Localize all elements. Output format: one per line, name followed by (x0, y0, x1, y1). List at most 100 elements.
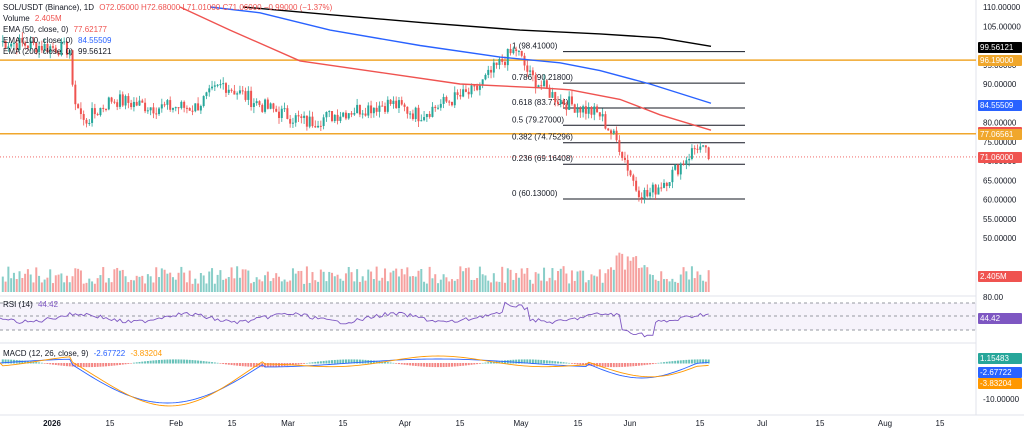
macd-histogram-bar (526, 359, 529, 364)
candle-body (183, 101, 186, 108)
candle-body (46, 43, 49, 53)
volume-bar (85, 282, 88, 292)
candle-body (305, 115, 308, 127)
volume-bar (674, 281, 677, 292)
price-axis-label: 80.00000 (983, 119, 1017, 128)
candle-body (110, 97, 113, 102)
macd-histogram-bar (314, 361, 317, 364)
volume-bar (52, 283, 55, 292)
candle-body (130, 102, 133, 108)
rsi-legend[interactable]: RSI (14) 44.42 (3, 300, 58, 310)
macd-histogram-bar (166, 359, 169, 364)
volume-bar (576, 271, 579, 292)
candle-body (294, 115, 297, 123)
macd-histogram-bar (420, 363, 423, 367)
volume-bar (141, 275, 144, 292)
volume-bar (406, 267, 409, 292)
macd-histogram-bar (35, 362, 38, 364)
macd-histogram-bar (238, 363, 241, 366)
candle-body (512, 49, 515, 54)
volume-bar (342, 280, 345, 292)
volume-bar (367, 269, 370, 292)
macd-histogram-bar (342, 359, 345, 364)
macd-histogram-bar (671, 361, 674, 364)
macd-histogram-bar (406, 363, 409, 366)
candle-body (607, 128, 610, 131)
volume-bar (397, 276, 400, 292)
symbol-title[interactable]: SOL/USDT (Binance), 1D (3, 3, 94, 12)
candle-body (623, 157, 626, 160)
volume-bar (155, 267, 158, 292)
candle-body (665, 182, 668, 187)
ema100-legend[interactable]: EMA (100, close, 0) 84.55509 (3, 36, 111, 46)
macd-histogram-bar (102, 363, 105, 367)
macd-histogram-bar (459, 363, 462, 367)
candle-body (381, 105, 384, 107)
candle-body (612, 130, 615, 134)
macd-histogram-bar (163, 359, 166, 364)
volume-bar (238, 277, 241, 292)
volume-bar (12, 272, 15, 292)
symbol-legend: SOL/USDT (Binance), 1D O72.05000 H72.680… (3, 3, 332, 13)
candle-body (116, 102, 119, 107)
volume-bar (350, 272, 353, 292)
price-axis-label: 90.00000 (983, 80, 1017, 89)
candle-body (509, 48, 512, 54)
volume-bar (183, 272, 186, 292)
macd-histogram-bar (450, 363, 453, 367)
ema50-legend[interactable]: EMA (50, close, 0) 77.62177 (3, 25, 107, 35)
volume-bar (49, 269, 52, 292)
candle-body (428, 113, 431, 117)
macd-histogram-bar (174, 359, 177, 364)
candle-body (308, 116, 311, 127)
candle-body (15, 43, 18, 50)
macd-histogram-bar (93, 363, 96, 367)
volume-bar (372, 279, 375, 292)
volume-bar (29, 274, 32, 292)
volume-bar (386, 281, 389, 292)
volume-bar (509, 269, 512, 292)
macd-histogram-bar (107, 363, 110, 367)
volume-legend[interactable]: Volume 2.405M (3, 14, 62, 24)
volume-bar (448, 281, 451, 292)
candle-body (333, 114, 336, 122)
macd-legend[interactable]: MACD (12, 26, close, 9) -2.67722 -3.8320… (3, 349, 162, 359)
macd-signal-tag: -3.83204 (978, 378, 1022, 389)
volume-bar (623, 269, 626, 292)
volume-bar (127, 282, 130, 292)
candle-body (29, 40, 32, 49)
macd-histogram-bar (213, 362, 216, 364)
volume-bar (347, 266, 350, 292)
macd-axis-bottom: -10.00000 (983, 395, 1020, 404)
macd-histogram-bar (559, 361, 562, 364)
macd-histogram-bar (266, 363, 269, 368)
candle-body (696, 148, 699, 150)
candle-body (49, 46, 52, 53)
macd-histogram-bar (517, 359, 520, 364)
macd-histogram-bar (303, 363, 306, 364)
candle-body (230, 89, 233, 91)
candle-body (93, 108, 96, 115)
volume-bar (693, 278, 696, 292)
candle-body (450, 101, 453, 106)
volume-bar (420, 269, 423, 292)
volume-bar (124, 276, 127, 292)
candle-body (495, 62, 498, 65)
macd-histogram-bar (498, 360, 501, 364)
candle-body (26, 45, 29, 49)
candle-body (548, 87, 551, 98)
time-axis-label: Jun (623, 419, 637, 428)
volume-bar (135, 275, 138, 292)
ema200-legend[interactable]: EMA (200, close, 0) 99.56121 (3, 47, 111, 57)
volume-bar (233, 278, 236, 292)
macd-histogram-bar (24, 360, 27, 364)
volume-bar (637, 268, 640, 292)
volume-bar (191, 283, 194, 292)
volume-bar (649, 274, 652, 292)
candle-body (545, 80, 548, 88)
volume-bar (593, 275, 596, 292)
macd-histogram-bar (146, 361, 149, 364)
macd-histogram-bar (43, 363, 46, 364)
volume-bar (704, 281, 707, 292)
